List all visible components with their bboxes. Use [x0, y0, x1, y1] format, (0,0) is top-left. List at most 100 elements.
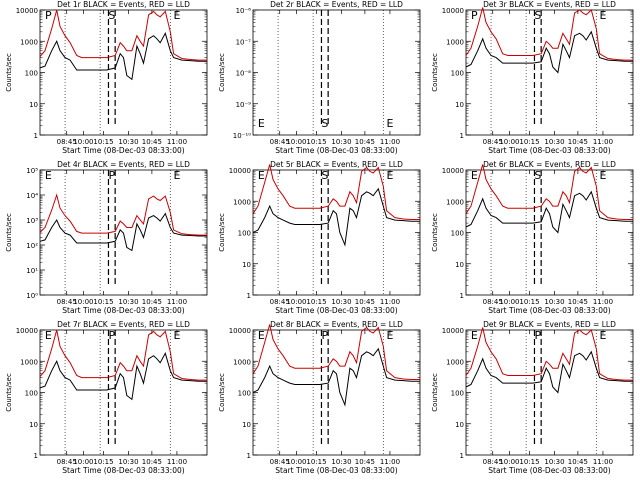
interval-marker: E — [173, 169, 180, 182]
y-tick-label: 10⁵ — [26, 167, 38, 175]
y-tick-label: 1 — [247, 292, 251, 300]
x-tick-label: 11:00 — [167, 458, 187, 466]
x-tick-label: 10:15 — [306, 458, 326, 466]
interval-marker: E — [173, 9, 180, 22]
panel-svg: Det 9r BLACK = Events, RED = LLD 1 10 100 10… — [431, 320, 634, 475]
y-tick-label: 1000 — [446, 38, 464, 46]
x-axis-label: Start Time (08-Dec-03 08:33:00) — [62, 146, 184, 155]
y-tick-label: 10000 — [229, 167, 251, 175]
events-series-line — [465, 190, 633, 234]
panel-svg: Det 3r BLACK = Events, RED = LLD 1 10 100 10… — [431, 0, 634, 155]
detector-panel-3: Det 3r BLACK = Events, RED = LLD 1 10 100 10… — [426, 0, 639, 164]
interval-marker: E — [471, 329, 478, 342]
y-axis-label: Counts/sec — [431, 373, 439, 412]
lld-series-line — [252, 324, 420, 380]
x-tick-label: 10:15 — [519, 298, 539, 306]
x-tick-label: 08:45 — [57, 138, 77, 146]
y-tick-label: 10 — [242, 421, 251, 429]
y-tick-label: 1 — [34, 452, 38, 460]
y-tick-label: 10⁻⁸ — [236, 70, 252, 78]
x-tick-label: 10:45 — [355, 298, 375, 306]
interval-marker: P — [321, 329, 328, 342]
interval-marker: S — [534, 9, 541, 22]
panel-svg: Det 1r BLACK = Events, RED = LLD 1 10 100 10… — [5, 0, 208, 155]
events-series-line — [39, 31, 207, 81]
x-tick-label: 08:45 — [57, 458, 77, 466]
y-tick-label: 1000 — [233, 198, 251, 206]
x-tick-label: 10:15 — [93, 458, 113, 466]
x-tick-label: 11:00 — [380, 458, 400, 466]
x-tick-label: 10:15 — [306, 298, 326, 306]
x-tick-label: 10:00 — [73, 458, 93, 466]
x-tick-label: 08:45 — [270, 458, 290, 466]
x-tick-label: 11:00 — [167, 298, 187, 306]
events-series-line — [252, 187, 420, 247]
y-tick-label: 10 — [242, 261, 251, 269]
y-tick-label: 1 — [460, 452, 464, 460]
detector-panel-9: Det 9r BLACK = Events, RED = LLD 1 10 100 10… — [426, 320, 639, 484]
x-tick-label: 08:45 — [270, 298, 290, 306]
y-tick-label: 10000 — [442, 7, 464, 15]
x-tick-label: 11:00 — [380, 138, 400, 146]
x-tick-label: 10:45 — [142, 458, 162, 466]
events-series-line — [465, 30, 633, 74]
y-tick-label: 10¹ — [26, 267, 38, 275]
panel-svg: Det 7r BLACK = Events, RED = LLD 1 10 100 10… — [5, 320, 208, 475]
panel-svg: Det 6r BLACK = Events, RED = LLD 1 10 100 10… — [431, 160, 634, 315]
events-series-line — [39, 351, 207, 401]
x-tick-label: 10:15 — [93, 298, 113, 306]
y-tick-label: 10 — [455, 421, 464, 429]
events-series-line — [465, 350, 633, 394]
x-axis-label: Start Time (08-Dec-03 08:33:00) — [275, 306, 397, 315]
panel-title: Det 5r BLACK = Events, RED = LLD — [270, 160, 403, 169]
x-tick-label: 11:00 — [593, 298, 613, 306]
interval-marker: E — [45, 329, 52, 342]
y-tick-label: 10000 — [442, 167, 464, 175]
detector-panel-1: Det 1r BLACK = Events, RED = LLD 1 10 100 10… — [0, 0, 213, 164]
y-tick-label: 1000 — [233, 358, 251, 366]
detector-panel-5: Det 5r BLACK = Events, RED = LLD 1 10 100 10… — [213, 160, 426, 324]
y-tick-label: 1 — [460, 132, 464, 140]
x-tick-label: 10:00 — [286, 138, 306, 146]
interval-marker: E — [258, 329, 265, 342]
interval-marker: E — [471, 169, 478, 182]
x-tick-label: 10:45 — [142, 138, 162, 146]
y-tick-label: 100 — [25, 70, 38, 78]
y-axis-label: Counts/sec — [5, 53, 13, 92]
x-tick-label: 08:45 — [483, 458, 503, 466]
y-tick-label: 10⁻¹⁰ — [233, 132, 251, 140]
x-tick-label: 10:15 — [306, 138, 326, 146]
lld-series-line — [39, 329, 207, 381]
x-tick-label: 08:45 — [483, 298, 503, 306]
interval-marker: E — [258, 117, 265, 130]
detector-panel-7: Det 7r BLACK = Events, RED = LLD 1 10 100 10… — [0, 320, 213, 484]
y-tick-label: 100 — [451, 70, 464, 78]
y-tick-label: 1 — [247, 452, 251, 460]
x-tick-label: 08:45 — [483, 138, 503, 146]
panel-title: Det 4r BLACK = Events, RED = LLD — [57, 160, 190, 169]
x-axis-label: Start Time (08-Dec-03 08:33:00) — [488, 466, 610, 475]
y-tick-label: 10³ — [26, 217, 38, 225]
y-tick-label: 100 — [451, 390, 464, 398]
x-tick-label: 10:30 — [118, 138, 138, 146]
x-tick-label: 10:00 — [499, 138, 519, 146]
x-tick-label: 10:45 — [568, 298, 588, 306]
x-axis-label: Start Time (08-Dec-03 08:33:00) — [275, 466, 397, 475]
interval-marker: E — [386, 117, 393, 130]
interval-marker: S — [321, 169, 328, 182]
y-tick-label: 1000 — [20, 38, 38, 46]
y-tick-label: 100 — [238, 390, 251, 398]
interval-marker: P — [45, 9, 52, 22]
panel-title: Det 9r BLACK = Events, RED = LLD — [483, 320, 616, 329]
x-tick-label: 10:45 — [355, 458, 375, 466]
x-axis-label: Start Time (08-Dec-03 08:33:00) — [488, 306, 610, 315]
y-tick-label: 10⁻⁹ — [236, 101, 252, 109]
x-tick-label: 10:00 — [499, 458, 519, 466]
x-tick-label: 10:45 — [142, 298, 162, 306]
events-series-line — [252, 347, 420, 407]
interval-marker: E — [386, 329, 393, 342]
x-tick-label: 10:45 — [355, 138, 375, 146]
interval-marker: P — [108, 329, 115, 342]
lld-series-line — [465, 164, 633, 220]
